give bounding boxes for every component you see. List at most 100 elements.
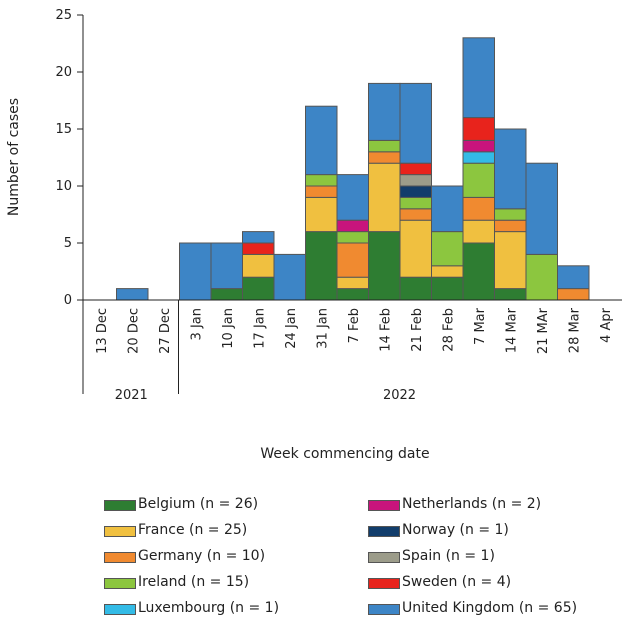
x-tick-label: 27 Dec	[158, 308, 173, 354]
bar-segment	[368, 162, 401, 233]
bar-segment	[368, 151, 401, 164]
y-axis: 0 5 10 15 20 25	[55, 8, 84, 308]
legend-label: United Kingdom (n = 65)	[402, 600, 578, 616]
legend-label: Luxembourg (n = 1)	[138, 600, 280, 616]
bar-segment	[368, 231, 401, 301]
y-tick-label: 5	[64, 236, 72, 251]
bar-segment	[431, 276, 464, 301]
bar-segment	[273, 253, 306, 301]
x-tick-label: 4 Apr	[599, 307, 614, 343]
bar-segment	[399, 276, 432, 301]
cases-chart: 0 5 10 15 20 25 13 Dec 20 Dec 27 Dec 3 Jan 10 Jan…	[6, 8, 622, 462]
x-tick-label: 14 Mar	[504, 307, 519, 353]
bar-segment	[557, 288, 590, 301]
bar-segment	[494, 128, 527, 210]
legend-label: Norway (n = 1)	[402, 522, 509, 538]
bar-segment	[305, 174, 338, 187]
bar-segment	[242, 242, 275, 255]
stacked-bars	[116, 37, 590, 301]
legend-swatch	[104, 604, 136, 615]
legend-swatch	[368, 526, 400, 537]
bar-segment	[431, 231, 464, 267]
bar-segment	[462, 219, 495, 244]
legend-swatch	[368, 552, 400, 563]
bar-segment	[399, 162, 432, 176]
legend-label: France (n = 25)	[138, 522, 248, 538]
bar-segment	[494, 231, 527, 290]
y-tick-label: 10	[55, 179, 72, 194]
x-axis: 13 Dec 20 Dec 27 Dec 3 Jan 10 Jan 17 Jan 24 Ja…	[82, 299, 622, 403]
bar-segment	[462, 242, 495, 301]
x-tick-label: 28 Mar	[567, 307, 582, 353]
bar-segment	[242, 231, 275, 244]
bar-segment	[336, 288, 369, 301]
bar-segment	[431, 185, 464, 233]
bar-segment	[494, 288, 527, 301]
x-tick-label: 21 MAr	[536, 307, 551, 354]
legend-label: Belgium (n = 26)	[138, 496, 259, 512]
legend-swatch	[368, 578, 400, 589]
legend-label: Germany (n = 10)	[138, 548, 266, 564]
bar-segment	[462, 196, 495, 221]
bar-segment	[399, 219, 432, 278]
x-tick-label: 14 Feb	[378, 308, 393, 352]
bar-segment	[462, 151, 495, 164]
bar-segment	[557, 265, 590, 290]
y-tick-label: 15	[55, 122, 72, 137]
bar-segment	[462, 117, 495, 141]
y-tick-label: 0	[64, 293, 72, 308]
bar-segment	[305, 105, 338, 176]
bar-segment	[210, 242, 243, 290]
legend-swatch	[104, 500, 136, 511]
bar-segment	[305, 196, 338, 233]
bar-segment	[368, 82, 401, 141]
bar-segment	[399, 174, 432, 187]
bar-segment	[462, 162, 495, 198]
x-tick-label: 17 Jan	[252, 308, 267, 349]
x-tick-label: 3 Jan	[189, 308, 204, 340]
legend-label: Netherlands (n = 2)	[402, 496, 542, 512]
bar-segment	[462, 139, 495, 153]
legend-label: Ireland (n = 15)	[138, 574, 250, 590]
legend-swatch	[104, 578, 136, 589]
y-tick-label: 25	[55, 8, 72, 23]
x-tick-label: 7 Feb	[347, 308, 362, 343]
x-tick-label: 20 Dec	[126, 308, 141, 354]
bar-segment	[336, 174, 369, 221]
bar-segment	[494, 208, 527, 221]
bar-segment	[525, 253, 558, 301]
bar-segment	[242, 276, 275, 301]
legend-swatch	[368, 500, 400, 511]
year-label: 2022	[383, 388, 416, 403]
x-tick-label: 10 Jan	[221, 308, 236, 349]
bar-segment	[242, 253, 275, 278]
legend-label: Sweden (n = 4)	[402, 574, 512, 590]
legend-swatch	[368, 604, 400, 615]
bar-segment	[210, 288, 243, 301]
year-label: 2021	[115, 388, 148, 403]
bar-segment	[368, 139, 401, 153]
bar-segment	[336, 231, 369, 244]
bar-segment	[431, 265, 464, 278]
bar-segment	[525, 162, 558, 255]
bar-segment	[116, 288, 149, 301]
x-tick-label: 31 Jan	[315, 308, 330, 349]
x-tick-label: 28 Feb	[441, 308, 456, 352]
bar-segment	[399, 208, 432, 221]
x-tick-label: 7 Mar	[473, 307, 488, 345]
bar-segment	[336, 219, 369, 233]
bar-segment	[336, 242, 369, 278]
bar-segment	[305, 185, 338, 198]
x-tick-label: 24 Jan	[284, 308, 299, 349]
y-tick-label: 20	[55, 65, 72, 80]
legend-swatch	[104, 552, 136, 563]
bar-segment	[399, 196, 432, 210]
bar-segment	[399, 185, 432, 198]
bar-segment	[305, 231, 338, 301]
y-axis-title: Number of cases	[6, 98, 22, 216]
bar-segment	[399, 82, 432, 164]
x-axis-title: Week commencing date	[260, 446, 429, 462]
legend-swatch	[104, 526, 136, 537]
bar-segment	[462, 37, 495, 119]
bar-segment	[494, 219, 527, 233]
